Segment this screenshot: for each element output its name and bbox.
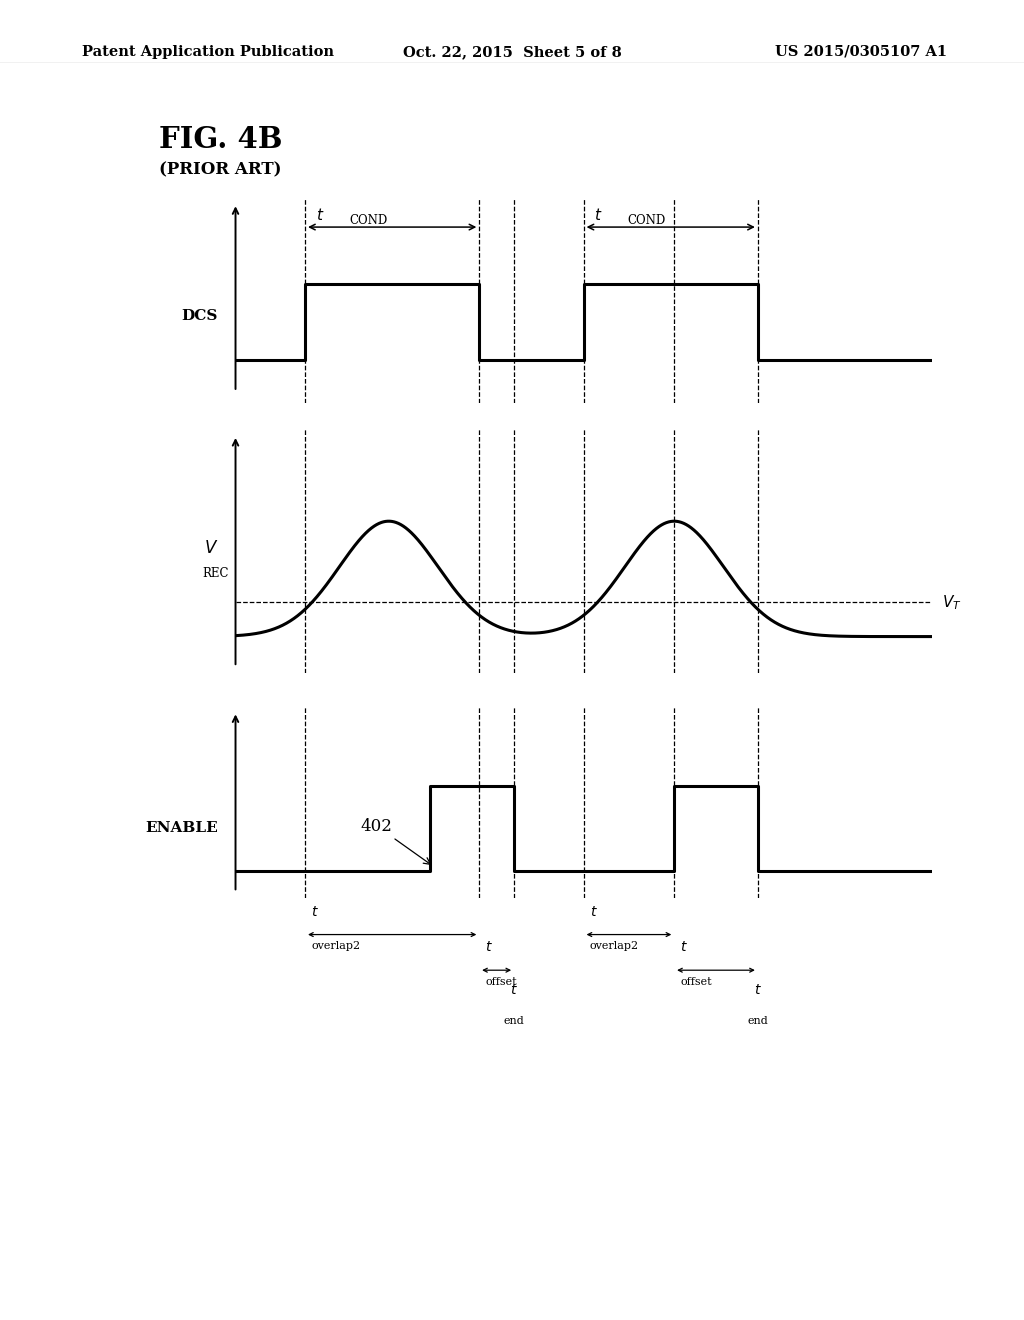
Text: overlap2: overlap2 <box>311 941 360 952</box>
Text: DCS: DCS <box>181 309 218 323</box>
Text: US 2015/0305107 A1: US 2015/0305107 A1 <box>775 45 947 59</box>
Text: $t$: $t$ <box>594 207 602 223</box>
Text: FIG. 4B: FIG. 4B <box>159 125 283 154</box>
Text: $t$: $t$ <box>485 940 494 954</box>
Text: offset: offset <box>680 977 712 987</box>
Text: $t$: $t$ <box>680 940 688 954</box>
Text: $t$: $t$ <box>315 207 324 223</box>
Text: COND: COND <box>628 214 666 227</box>
Text: end: end <box>504 1016 524 1027</box>
Text: $t$: $t$ <box>754 982 762 997</box>
Text: REC: REC <box>202 566 228 579</box>
Text: overlap2: overlap2 <box>590 941 639 952</box>
Text: Patent Application Publication: Patent Application Publication <box>82 45 334 59</box>
Text: offset: offset <box>485 977 517 987</box>
Text: Oct. 22, 2015  Sheet 5 of 8: Oct. 22, 2015 Sheet 5 of 8 <box>402 45 622 59</box>
Text: $t$: $t$ <box>311 904 319 919</box>
Text: $V_T$: $V_T$ <box>942 593 962 611</box>
Text: $t$: $t$ <box>590 904 598 919</box>
Text: end: end <box>748 1016 768 1027</box>
Text: ENABLE: ENABLE <box>145 821 218 836</box>
Text: $V$: $V$ <box>204 540 218 557</box>
Text: 402: 402 <box>360 817 430 865</box>
Text: (PRIOR ART): (PRIOR ART) <box>159 161 282 178</box>
Text: $t$: $t$ <box>510 982 518 997</box>
Text: COND: COND <box>349 214 387 227</box>
